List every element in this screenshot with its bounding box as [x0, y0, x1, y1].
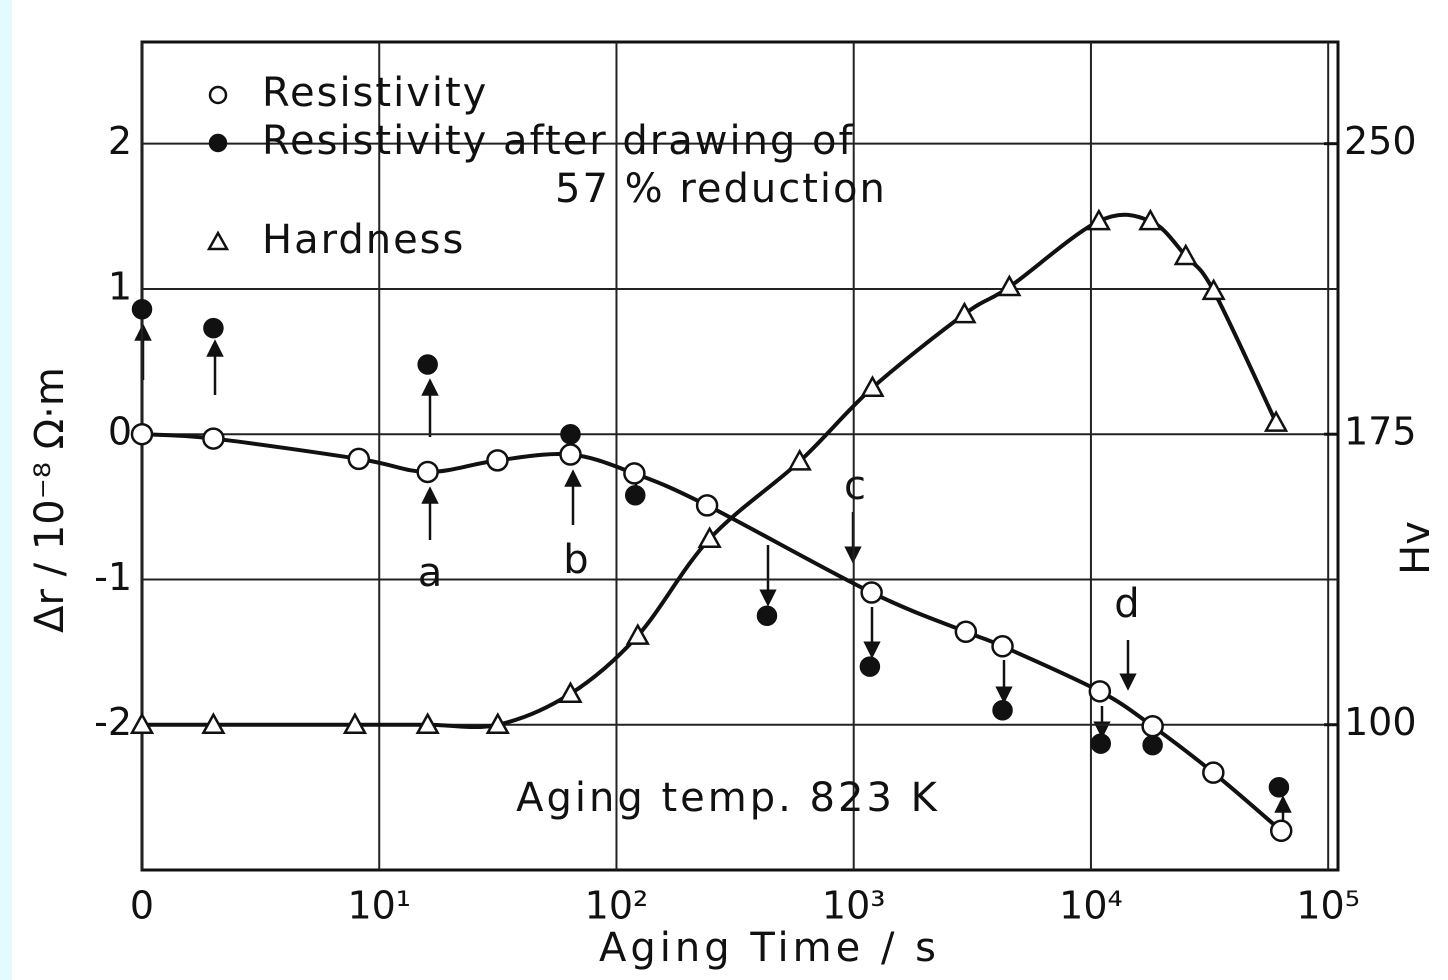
- legend-line: Resistivity after drawing of: [262, 118, 855, 164]
- legend-item: Hardness: [206, 217, 465, 263]
- plot-background: [12, 0, 1448, 980]
- point-annotation: d: [1114, 581, 1139, 627]
- circle-point: [559, 443, 582, 466]
- y2-tick-label: 100: [1344, 700, 1417, 744]
- triangle-point: [997, 274, 1022, 297]
- triangle-point: [201, 712, 226, 734]
- circle-point: [756, 605, 778, 627]
- triangle-point: [1263, 410, 1289, 432]
- circle-point: [416, 460, 439, 484]
- triangle-point: [952, 301, 977, 324]
- x-axis-label: Aging Time / s: [599, 925, 940, 971]
- circle-point: [625, 484, 646, 506]
- y2-tick-label: 175: [1344, 410, 1417, 454]
- x-tick-label: 10⁵: [1296, 884, 1360, 928]
- y-tick-label: 0: [108, 410, 132, 454]
- y2-axis-label: Hv: [1393, 521, 1439, 575]
- triangle-point: [1173, 243, 1198, 266]
- triangle-point: [415, 712, 440, 734]
- triangle-point: [558, 681, 583, 703]
- legend-item: Resistivity: [208, 70, 488, 116]
- circle-point: [560, 423, 581, 445]
- triangle-point: [1086, 208, 1111, 231]
- circle-point: [202, 427, 225, 450]
- triangle-point: [1138, 208, 1163, 231]
- circle-point: [1141, 714, 1164, 738]
- x-tick-label: 10¹: [347, 884, 411, 928]
- point-annotation: b: [563, 537, 588, 583]
- y-axis-label: Δr / 10⁻⁸ Ω·m: [27, 367, 73, 633]
- circle-point: [695, 494, 719, 517]
- circle-point: [130, 422, 154, 446]
- triangle-point: [625, 623, 650, 645]
- triangle-point: [787, 448, 812, 471]
- legend-item: Resistivity after drawing of 57 % reducti…: [208, 118, 887, 212]
- chart-annotation: Aging temp. 823 K: [516, 775, 940, 821]
- circle-point: [1202, 761, 1225, 784]
- x-tick-label: 10⁴: [1059, 884, 1123, 928]
- circle-point: [1142, 734, 1163, 756]
- circle-point: [486, 449, 509, 472]
- triangle-point: [342, 712, 368, 734]
- circle-point: [954, 620, 978, 644]
- point-annotation: a: [418, 550, 443, 596]
- circle-point: [991, 635, 1014, 658]
- circle-point: [131, 299, 153, 320]
- legend-label: Resistivity: [262, 70, 488, 116]
- triangle-point: [860, 375, 885, 397]
- circle-point: [860, 581, 883, 604]
- legend-label: Hardness: [262, 217, 465, 263]
- triangle-point: [1201, 278, 1226, 301]
- legend-marker: [208, 85, 228, 105]
- y-tick-label: -1: [94, 555, 132, 599]
- y2-tick-label: 250: [1344, 119, 1417, 163]
- point-annotation: c: [844, 463, 866, 509]
- x-tick-label: 10²: [585, 884, 649, 928]
- y-tick-label: 2: [108, 119, 132, 163]
- x-tick-label: 0: [130, 884, 154, 928]
- circle-point: [1088, 680, 1112, 703]
- legend-line: 57 % reduction: [555, 166, 887, 212]
- triangle-point: [129, 712, 155, 734]
- circle-point: [203, 317, 224, 339]
- y-tick-label: -2: [94, 700, 132, 744]
- legend-marker: [208, 133, 228, 153]
- triangle-point: [485, 712, 510, 734]
- circle-point: [417, 354, 438, 375]
- circle-point: [859, 656, 881, 677]
- circle-point: [623, 462, 646, 485]
- circle-point: [1268, 776, 1290, 798]
- y-tick-label: 1: [108, 264, 132, 308]
- x-tick-label: 10³: [822, 884, 886, 928]
- legend-marker: [206, 230, 230, 251]
- circle-point: [1269, 819, 1293, 843]
- circle-point: [1090, 733, 1112, 754]
- triangle-point: [697, 526, 722, 549]
- legend-label: Resistivity after drawing of 57 % reducti…: [262, 118, 887, 212]
- circle-point: [992, 699, 1013, 721]
- circle-point: [347, 447, 371, 471]
